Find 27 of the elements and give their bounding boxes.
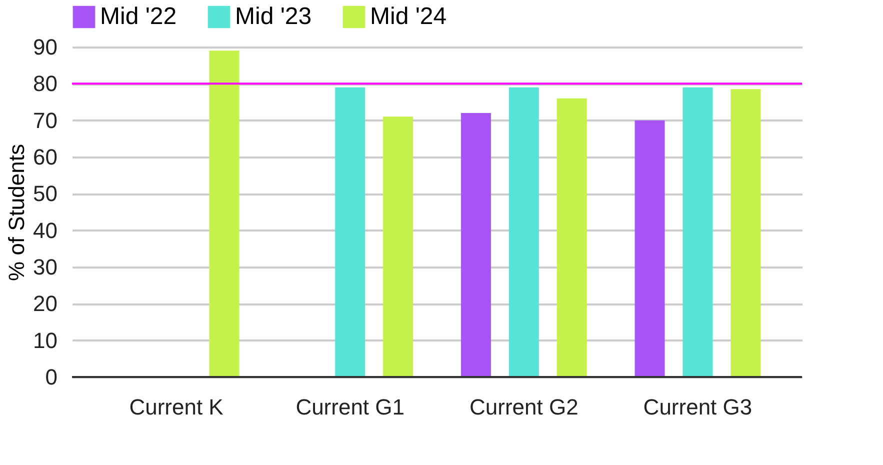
bar xyxy=(682,87,713,377)
bar xyxy=(634,120,665,377)
y-tick-label: 20 xyxy=(33,291,58,316)
legend-label: Mid '24 xyxy=(370,3,447,30)
bar xyxy=(508,87,539,377)
bar xyxy=(460,113,491,377)
legend-label: Mid '23 xyxy=(235,3,312,30)
bar xyxy=(556,98,587,377)
y-tick-label: 80 xyxy=(33,71,58,96)
legend-label: Mid '22 xyxy=(100,3,177,30)
y-tick-label: 30 xyxy=(33,254,58,280)
bar xyxy=(335,87,366,377)
x-tick-label: Current G2 xyxy=(469,394,578,420)
y-axis-title: % of Students xyxy=(4,144,30,281)
x-tick-label: Current K xyxy=(129,394,224,420)
y-tick-label: 50 xyxy=(33,181,58,206)
bar xyxy=(209,50,240,377)
y-tick-label: 40 xyxy=(33,218,58,243)
y-tick-label: 70 xyxy=(33,108,58,133)
x-tick-label: Current G1 xyxy=(296,394,405,420)
x-tick-label: Current G3 xyxy=(643,394,752,420)
bar xyxy=(730,89,761,377)
y-tick-label: 0 xyxy=(45,364,58,390)
y-tick-label: 10 xyxy=(33,328,58,353)
bar xyxy=(383,116,414,377)
y-tick-label: 60 xyxy=(33,144,58,170)
y-tick-label: 90 xyxy=(33,34,58,60)
